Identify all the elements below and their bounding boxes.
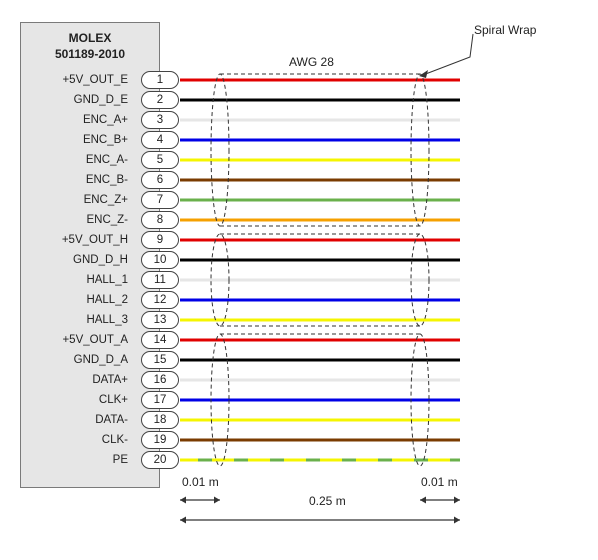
pin-signal-label: ENC_Z- xyxy=(86,214,128,226)
pin-signal-label: ENC_B+ xyxy=(82,134,128,146)
pin-number: 15 xyxy=(141,351,179,369)
pin-signal-label: GND_D_E xyxy=(73,94,128,106)
pin-number: 5 xyxy=(141,151,179,169)
right-length-label: 0.01 m xyxy=(421,475,458,489)
pin-signal-label: +5V_OUT_H xyxy=(61,234,128,246)
spiral-wrap-label: Spiral Wrap xyxy=(474,23,537,37)
pin-number: 14 xyxy=(141,331,179,349)
dimension-total-arrow-right xyxy=(454,516,460,524)
pin-signal-label: PE xyxy=(112,454,128,466)
dimension-right-arrow-right xyxy=(454,496,460,504)
left-length-label: 0.01 m xyxy=(182,475,219,489)
pin-signal-label: HALL_3 xyxy=(86,314,128,326)
spiral-wrap-right xyxy=(410,233,430,327)
pin-signal-label: ENC_A+ xyxy=(82,114,128,126)
pin-signal-label: +5V_OUT_E xyxy=(62,74,128,86)
pin-signal-label: ENC_A- xyxy=(85,154,128,166)
pin-number: 1 xyxy=(141,71,179,89)
pin-signal-label: HALL_2 xyxy=(86,294,128,306)
dimension-left-arrow-left xyxy=(180,496,186,504)
pin-number: 20 xyxy=(141,451,179,469)
dimension-left-arrow-right xyxy=(214,496,220,504)
dimension-right-arrow-left xyxy=(420,496,426,504)
pin-signal-label: DATA- xyxy=(95,414,128,426)
pin-number: 3 xyxy=(141,111,179,129)
pin-signal-label: DATA+ xyxy=(92,374,128,386)
pin-number: 8 xyxy=(141,211,179,229)
pin-number: 10 xyxy=(141,251,179,269)
pin-signal-label: CLK- xyxy=(101,434,128,446)
spiral-wrap-leader xyxy=(422,33,474,76)
pin-number: 4 xyxy=(141,131,179,149)
pin-number: 7 xyxy=(141,191,179,209)
spiral-wrap-right xyxy=(410,73,430,227)
connector-manufacturer: MOLEX xyxy=(68,31,112,45)
dimension-total-arrow-left xyxy=(180,516,186,524)
spiral-wrap-arrowhead xyxy=(419,70,428,78)
pin-number: 17 xyxy=(141,391,179,409)
pin-signal-label: ENC_B- xyxy=(85,174,128,186)
pin-number: 12 xyxy=(141,291,179,309)
pin-number: 2 xyxy=(141,91,179,109)
pin-number: 13 xyxy=(141,311,179,329)
pin-number: 18 xyxy=(141,411,179,429)
pin-signal-label: HALL_1 xyxy=(86,274,128,286)
pin-number: 6 xyxy=(141,171,179,189)
pin-signal-label: ENC_Z+ xyxy=(83,194,128,206)
pin-number: 9 xyxy=(141,231,179,249)
pin-signal-label: GND_D_A xyxy=(73,354,128,366)
spiral-wrap-left xyxy=(210,233,230,327)
pin-number: 19 xyxy=(141,431,179,449)
gauge-label: AWG 28 xyxy=(289,55,334,69)
total-length-label: 0.25 m xyxy=(309,494,346,508)
pin-signal-label: GND_D_H xyxy=(73,254,128,266)
spiral-wrap-left xyxy=(210,73,230,227)
connector-housing xyxy=(20,22,160,488)
connector-part-number: 501189-2010 xyxy=(54,47,126,61)
pin-signal-label: CLK+ xyxy=(98,394,128,406)
pin-signal-label: +5V_OUT_A xyxy=(62,334,128,346)
pin-number: 16 xyxy=(141,371,179,389)
pin-number: 11 xyxy=(141,271,179,289)
